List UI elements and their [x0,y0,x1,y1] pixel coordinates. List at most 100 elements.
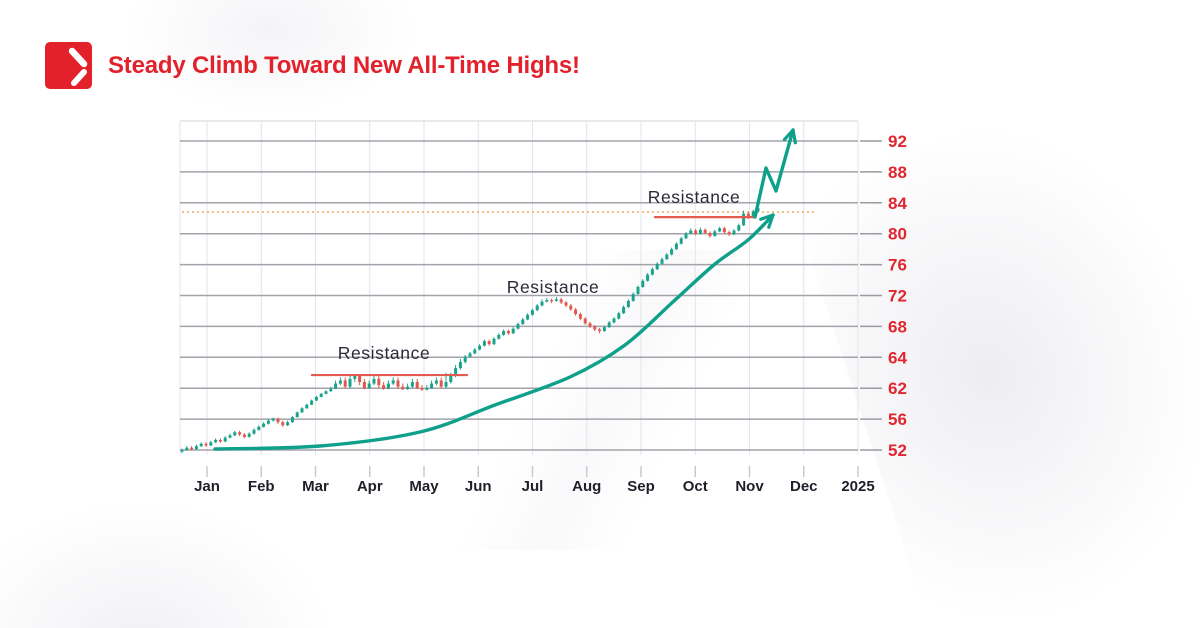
bullish-candle [353,375,357,379]
bullish-candle [626,300,630,308]
x-axis-label: Apr [357,478,383,495]
bearish-candle [746,213,750,218]
bearish-candle [362,382,366,389]
bullish-candle [718,228,722,232]
bullish-candle [535,305,539,311]
y-axis-label: 62 [888,379,907,398]
trend-curve-arrow [213,213,775,451]
resistance-label: Resistance [648,187,741,207]
bearish-candle [564,302,568,306]
bullish-candle [516,324,520,329]
bullish-candle [698,229,702,234]
bullish-candle [199,443,203,447]
resistance-annotations: Resistance Resistance Resistance [310,187,757,377]
x-axis-label: Sep [627,478,655,495]
bullish-candle [449,375,453,383]
bullish-candle [473,349,477,354]
bearish-candle [703,229,707,233]
bullish-candle [372,378,376,384]
bearish-candle [238,432,242,435]
y-axis-label: 92 [888,132,907,151]
bullish-candle [665,254,669,260]
y-axis-label: 56 [888,410,907,429]
bullish-candle [545,300,549,302]
bullish-candle [468,353,472,357]
bearish-candle [420,388,424,390]
bearish-candle [727,232,731,235]
bullish-candle [286,422,290,426]
x-axis-label: Nov [735,478,764,495]
bullish-candle [511,328,515,334]
bullish-candle [521,319,525,325]
bearish-candle [242,434,246,437]
axis-labels: 92 88 84 80 76 72 68 64 62 56 52 Jan Feb Mar Apr May Jun… [194,132,907,495]
bullish-candle [324,391,328,394]
bullish-candle [650,269,654,275]
bullish-candle [655,263,659,270]
x-axis-label: Jul [522,478,544,495]
bullish-candle [290,417,294,423]
bearish-candle [190,447,194,450]
bearish-candle [578,314,582,319]
bullish-candle [526,314,530,320]
bullish-candle [612,318,616,323]
page-title: Steady Climb Toward New All-Time Highs! [108,51,580,79]
bullish-candle [751,211,755,218]
breakout-slashes-icon [45,42,92,89]
grid-layer [179,120,882,477]
bearish-candle [487,341,491,345]
bullish-candle [223,437,227,442]
x-axis-label: Aug [572,478,601,495]
bullish-candle [406,386,410,390]
y-axis-label: 52 [888,441,907,460]
x-axis-label: Dec [790,478,818,495]
candles-layer [180,205,760,454]
bullish-candle [247,433,251,437]
y-axis-label: 68 [888,317,907,336]
bullish-candle [271,418,275,421]
x-axis-label: Oct [683,478,708,495]
bullish-candle [478,345,482,350]
x-axis-label: 2025 [841,478,874,495]
bullish-candle [444,382,448,387]
bearish-candle [598,329,602,332]
bullish-candle [622,307,626,314]
bullish-candle [214,439,218,443]
bullish-candle [180,450,184,452]
bearish-candle [382,385,386,389]
breakout-zigzag-arrow [753,128,797,219]
x-axis-label: Mar [302,478,329,495]
bearish-candle [550,300,554,302]
bullish-candle [348,378,352,387]
bullish-candle [742,213,746,226]
bullish-candle [646,274,650,281]
bullish-candle [262,423,266,427]
bullish-candle [305,404,309,409]
bullish-candle [641,280,645,288]
bearish-candle [204,443,208,446]
bullish-candle [660,259,664,264]
bullish-candle [329,388,333,392]
bullish-candle [425,388,429,390]
bullish-candle [367,383,371,389]
x-axis-label: Jun [465,478,492,495]
bullish-candle [319,393,323,397]
bullish-candle [530,310,534,315]
bearish-candle [569,305,573,310]
bearish-candle [588,323,592,327]
bearish-candle [593,326,597,330]
bullish-candle [689,230,693,234]
bearish-candle [708,232,712,237]
bullish-candle [434,380,438,384]
bullish-candle [430,383,434,389]
bullish-candle [391,380,395,384]
bearish-candle [583,318,587,324]
bearish-candle [276,418,280,423]
bearish-candle [559,299,563,303]
bearish-candle [694,230,698,234]
bullish-candle [502,331,506,335]
header: Steady Climb Toward New All-Time Highs! [45,42,580,89]
x-axis-label: Jan [194,478,220,495]
